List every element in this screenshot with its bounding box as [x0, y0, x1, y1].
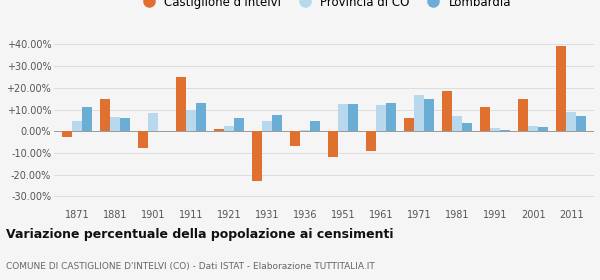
Bar [310, 122, 320, 131]
Bar [224, 126, 234, 131]
Bar [272, 115, 282, 131]
Bar [538, 127, 548, 131]
Bar [148, 113, 158, 131]
Bar [414, 95, 424, 131]
Bar [566, 112, 576, 131]
Bar [490, 128, 500, 131]
Bar [386, 103, 396, 131]
Bar [338, 104, 348, 131]
Bar [214, 129, 224, 131]
Bar [366, 131, 376, 151]
Bar [252, 131, 262, 181]
Bar [100, 99, 110, 131]
Bar [110, 117, 120, 131]
Bar [348, 104, 358, 131]
Bar [120, 118, 130, 131]
Bar [72, 122, 82, 131]
Bar [82, 107, 92, 131]
Bar [138, 131, 148, 148]
Bar [62, 131, 72, 137]
Bar [176, 77, 186, 131]
Bar [518, 99, 528, 131]
Bar [290, 131, 300, 146]
Bar [462, 123, 472, 131]
Bar [328, 131, 338, 157]
Bar [556, 46, 566, 131]
Bar [576, 116, 586, 131]
Bar [234, 118, 244, 131]
Text: Variazione percentuale della popolazione ai censimenti: Variazione percentuale della popolazione… [6, 228, 394, 241]
Bar [186, 109, 196, 131]
Bar [262, 122, 272, 131]
Bar [528, 126, 538, 131]
Bar [480, 107, 490, 131]
Bar [300, 130, 310, 131]
Bar [442, 91, 452, 131]
Bar [404, 118, 414, 131]
Bar [452, 116, 462, 131]
Bar [500, 130, 510, 131]
Text: COMUNE DI CASTIGLIONE D'INTELVI (CO) - Dati ISTAT - Elaborazione TUTTITALIA.IT: COMUNE DI CASTIGLIONE D'INTELVI (CO) - D… [6, 262, 375, 271]
Bar [196, 103, 206, 131]
Legend: Castiglione d'Intelvi, Provincia di CO, Lombardia: Castiglione d'Intelvi, Provincia di CO, … [133, 0, 515, 13]
Bar [424, 99, 434, 131]
Bar [376, 105, 386, 131]
